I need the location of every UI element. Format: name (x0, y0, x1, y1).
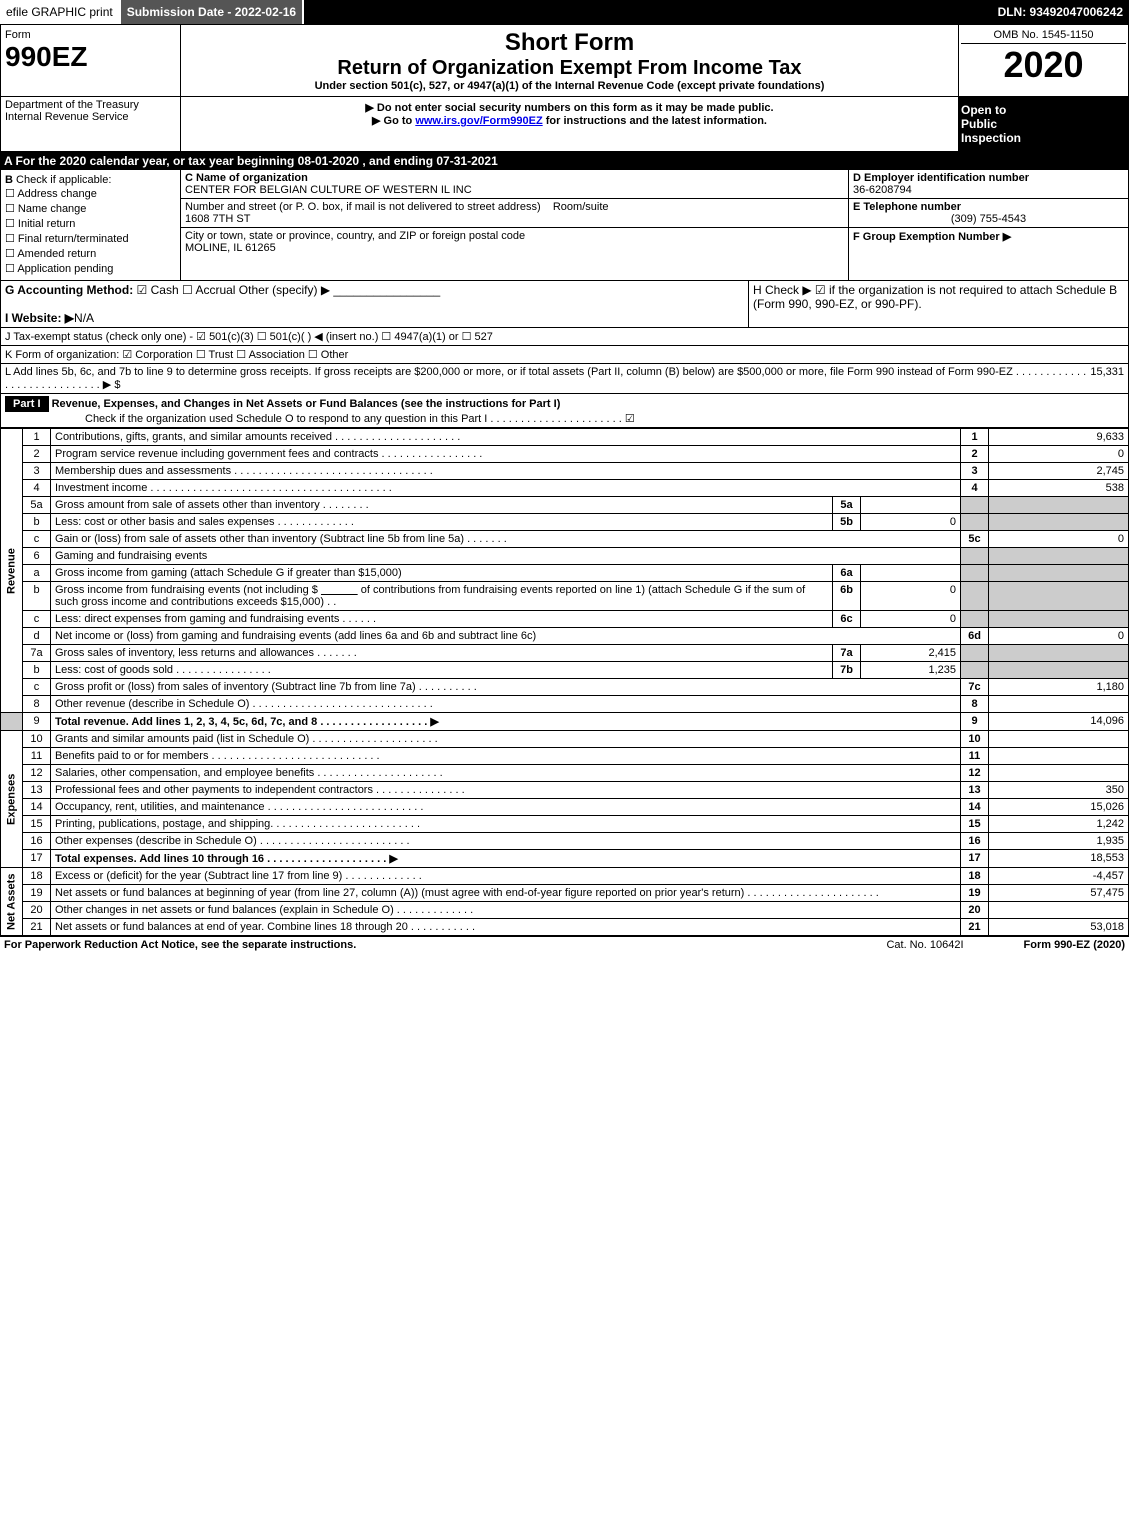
top-bar: efile GRAPHIC print Submission Date - 20… (0, 0, 1129, 24)
row-6a: aGross income from gaming (attach Schedu… (1, 565, 1129, 582)
form-ref: Form 990-EZ (2020) (1024, 939, 1125, 951)
short-form-title: Short Form (185, 29, 954, 57)
row-7a: 7aGross sales of inventory, less returns… (1, 645, 1129, 662)
part1-label: Part I (5, 396, 49, 412)
cb-application-pending[interactable]: Application pending (5, 261, 176, 276)
irs-label: Internal Revenue Service (5, 111, 176, 123)
row-6b: bGross income from fundraising events (n… (1, 582, 1129, 611)
c-label: C Name of organization (185, 172, 308, 184)
ssn-notice: ▶ Do not enter social security numbers o… (185, 101, 954, 114)
row-11: 11Benefits paid to or for members . . . … (1, 748, 1129, 765)
cb-address-change[interactable]: Address change (5, 186, 176, 201)
section-c: C Name of organization CENTER FOR BELGIA… (181, 170, 848, 280)
line-h: H Check ▶ ☑ if the organization is not r… (748, 281, 1128, 327)
row-2: 2Program service revenue including gover… (1, 446, 1129, 463)
row-5c: cGain or (loss) from sale of assets othe… (1, 531, 1129, 548)
row-8: 8Other revenue (describe in Schedule O) … (1, 696, 1129, 713)
dept-treasury: Department of the Treasury (5, 99, 176, 111)
addr-label: Number and street (or P. O. box, if mail… (185, 201, 541, 213)
row-14: 14Occupancy, rent, utilities, and mainte… (1, 799, 1129, 816)
i-label: I Website: ▶ (5, 311, 74, 325)
room-label: Room/suite (553, 201, 609, 213)
city-state-zip: MOLINE, IL 61265 (185, 242, 276, 254)
row-19: 19Net assets or fund balances at beginni… (1, 885, 1129, 902)
line-l: L Add lines 5b, 6c, and 7b to line 9 to … (0, 364, 1129, 394)
street-address: 1608 7TH ST (185, 213, 250, 225)
row-15: 15Printing, publications, postage, and s… (1, 816, 1129, 833)
cb-amended-return[interactable]: Amended return (5, 246, 176, 261)
form-label: Form (5, 29, 176, 41)
page-footer: For Paperwork Reduction Act Notice, see … (0, 936, 1129, 953)
row-6c: cLess: direct expenses from gaming and f… (1, 611, 1129, 628)
row-20: 20Other changes in net assets or fund ba… (1, 902, 1129, 919)
cb-initial-return[interactable]: Initial return (5, 216, 176, 231)
row-12: 12Salaries, other compensation, and empl… (1, 765, 1129, 782)
return-title: Return of Organization Exempt From Incom… (185, 57, 954, 80)
under-section: Under section 501(c), 527, or 4947(a)(1)… (185, 80, 954, 92)
cat-no: Cat. No. 10642I (886, 939, 963, 951)
form-number: 990EZ (5, 41, 176, 73)
tax-year: 2020 (961, 44, 1126, 86)
section-b: B Check if applicable: Address change Na… (1, 170, 181, 280)
row-5b: bLess: cost or other basis and sales exp… (1, 514, 1129, 531)
e-label: E Telephone number (853, 201, 961, 213)
row-6d: dNet income or (loss) from gaming and fu… (1, 628, 1129, 645)
line-g-h: G Accounting Method: Cash Accrual Other … (0, 281, 1129, 328)
cb-accrual[interactable]: Accrual (182, 283, 235, 297)
lines-table: Revenue 1Contributions, gifts, grants, a… (0, 428, 1129, 936)
dln: DLN: 93492047006242 (992, 0, 1129, 24)
irs-link[interactable]: www.irs.gov/Form990EZ (415, 115, 542, 127)
city-label: City or town, state or province, country… (185, 230, 525, 242)
g-label: G Accounting Method: (5, 283, 133, 297)
phone: (309) 755-4543 (853, 213, 1124, 225)
d-label: D Employer identification number (853, 172, 1029, 184)
website-value: N/A (74, 311, 94, 325)
row-7c: cGross profit or (loss) from sales of in… (1, 679, 1129, 696)
omb-number: OMB No. 1545-1150 (961, 27, 1126, 44)
pra-notice: For Paperwork Reduction Act Notice, see … (4, 939, 356, 951)
submission-date: Submission Date - 2022-02-16 (121, 0, 304, 24)
open-to-public: Open to Public Inspection (959, 97, 1128, 151)
row-9: 9Total revenue. Add lines 1, 2, 3, 4, 5c… (1, 713, 1129, 731)
side-netassets: Net Assets (1, 868, 23, 936)
org-name: CENTER FOR BELGIAN CULTURE OF WESTERN IL… (185, 184, 472, 196)
efile-label[interactable]: efile GRAPHIC print (0, 0, 121, 24)
cb-cash[interactable]: Cash (137, 283, 179, 297)
ein: 36-6208794 (853, 184, 912, 196)
row-16: 16Other expenses (describe in Schedule O… (1, 833, 1129, 850)
row-21: 21Net assets or fund balances at end of … (1, 919, 1129, 936)
cb-final-return[interactable]: Final return/terminated (5, 231, 176, 246)
goto-notice: ▶ Go to www.irs.gov/Form990EZ for instru… (185, 114, 954, 127)
gross-receipts: 15,331 (1090, 366, 1124, 391)
side-revenue: Revenue (1, 429, 23, 713)
form-header: Form 990EZ Short Form Return of Organiza… (0, 24, 1129, 97)
other-specify: Other (specify) ▶ (239, 283, 330, 297)
part1-check-note: Check if the organization used Schedule … (5, 413, 635, 425)
row-10: Expenses 10Grants and similar amounts pa… (1, 731, 1129, 748)
line-j: J Tax-exempt status (check only one) - ☑… (0, 328, 1129, 346)
notice-row: Department of the Treasury Internal Reve… (0, 97, 1129, 152)
part1-header-row: Part I Revenue, Expenses, and Changes in… (0, 394, 1129, 428)
row-17: 17Total expenses. Add lines 10 through 1… (1, 850, 1129, 868)
part1-title: Revenue, Expenses, and Changes in Net As… (52, 398, 561, 410)
row-6: 6Gaming and fundraising events (1, 548, 1129, 565)
side-expenses: Expenses (1, 731, 23, 868)
info-block: B Check if applicable: Address change Na… (0, 170, 1129, 281)
section-de: D Employer identification number 36-6208… (848, 170, 1128, 280)
cb-name-change[interactable]: Name change (5, 201, 176, 216)
row-3: 3Membership dues and assessments . . . .… (1, 463, 1129, 480)
line-a-strip: A For the 2020 calendar year, or tax yea… (0, 152, 1129, 170)
line-k: K Form of organization: ☑ Corporation ☐ … (0, 346, 1129, 364)
row-13: 13Professional fees and other payments t… (1, 782, 1129, 799)
row-7b: bLess: cost of goods sold . . . . . . . … (1, 662, 1129, 679)
row-1: Revenue 1Contributions, gifts, grants, a… (1, 429, 1129, 446)
row-5a: 5aGross amount from sale of assets other… (1, 497, 1129, 514)
row-18: Net Assets 18Excess or (deficit) for the… (1, 868, 1129, 885)
f-label: F Group Exemption Number ▶ (853, 231, 1011, 243)
row-4: 4Investment income . . . . . . . . . . .… (1, 480, 1129, 497)
